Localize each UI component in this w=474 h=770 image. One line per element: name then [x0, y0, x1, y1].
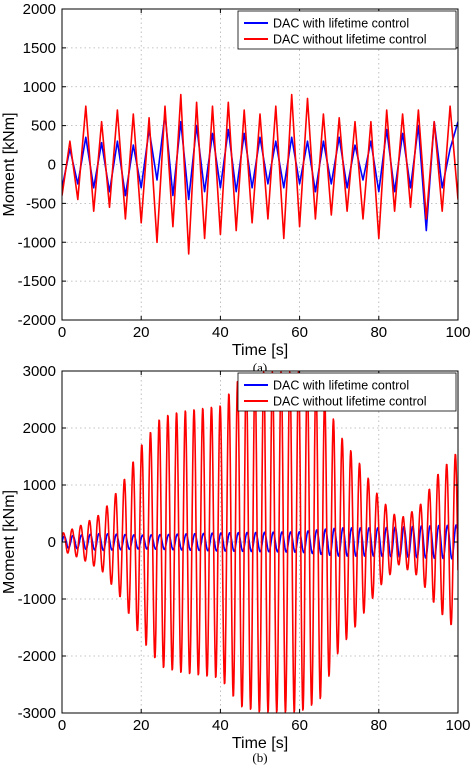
y-tick-label: -1000	[18, 591, 56, 608]
legend-box	[237, 372, 457, 412]
y-tick-label: 3000	[23, 363, 56, 380]
legend-entry: DAC without lifetime control	[273, 33, 427, 47]
y-tick-label: 2000	[23, 420, 56, 437]
x-tick-label: 40	[212, 324, 229, 341]
x-tick-label: 20	[133, 324, 150, 341]
legend-entry: DAC without lifetime control	[273, 395, 427, 409]
x-tick-label: 80	[370, 324, 387, 341]
x-tick-label: 100	[445, 324, 470, 341]
y-tick-label: 500	[31, 118, 56, 135]
series-line-without-control	[62, 371, 458, 713]
x-axis-label: Time [s]	[232, 342, 288, 359]
y-tick-label: 1000	[23, 79, 56, 96]
y-tick-label: -2000	[18, 648, 56, 665]
x-tick-label: 0	[58, 324, 66, 341]
legend: DAC with lifetime control DAC without lif…	[237, 10, 457, 50]
chart-panel-a: 0 20 40 60 80 100 2000 1500 1000 500 0 -500 -1000 -15…	[1, 1, 471, 375]
x-tick-label: 60	[291, 717, 308, 734]
x-tick-label: 100	[445, 717, 470, 734]
y-tick-label: 1500	[23, 40, 56, 57]
x-tick-label: 60	[291, 324, 308, 341]
y-axis-label: Moment [kNm]	[1, 112, 18, 216]
x-tick-label: 80	[370, 717, 387, 734]
y-tick-label: -1000	[18, 234, 56, 251]
x-tick-label: 0	[58, 717, 66, 734]
y-tick-label: 0	[48, 534, 56, 551]
legend-entry: DAC with lifetime control	[273, 379, 409, 393]
legend-box	[237, 10, 457, 50]
chart-panel-b: 0 20 40 60 80 100 3000 2000 1000 0 -1000 -2000 -3000…	[1, 363, 471, 765]
y-axis-label: Moment [kNm]	[1, 490, 18, 594]
y-tick-label: -1500	[18, 273, 56, 290]
series-line-without-control	[62, 93, 458, 255]
y-tick-label: -2000	[18, 312, 56, 329]
y-tick-label: 0	[48, 157, 56, 174]
y-tick-label: 2000	[23, 1, 56, 18]
y-tick-label: -3000	[18, 705, 56, 722]
panel-label: (b)	[252, 750, 267, 765]
x-tick-label: 40	[212, 717, 229, 734]
x-axis-label: Time [s]	[232, 735, 288, 752]
y-tick-label: 1000	[23, 477, 56, 494]
legend: DAC with lifetime control DAC without lif…	[237, 372, 457, 412]
y-tick-label: -500	[26, 195, 56, 212]
x-tick-label: 20	[133, 717, 150, 734]
legend-entry: DAC with lifetime control	[273, 17, 409, 31]
